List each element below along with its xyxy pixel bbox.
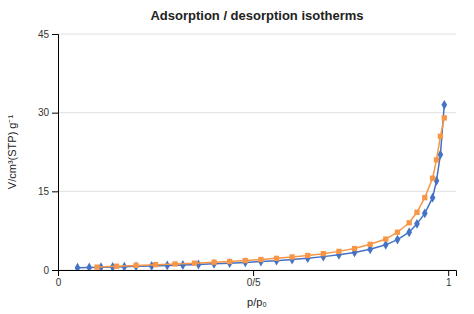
y-tick: 30 — [38, 107, 58, 118]
y-tick-label: 15 — [38, 186, 50, 197]
y-axis-line — [52, 35, 59, 271]
point — [114, 264, 119, 269]
point — [75, 263, 81, 270]
x-tick: 0 — [56, 270, 62, 288]
point — [172, 261, 177, 266]
series-markers — [75, 100, 447, 270]
x-tick-label: 0 — [56, 277, 62, 288]
point — [434, 157, 439, 162]
x-tick: 1 — [446, 270, 452, 288]
x-axis: 0 0/5 1 — [56, 270, 457, 288]
series-line — [97, 118, 444, 267]
point — [441, 100, 447, 110]
y-tick: 45 — [38, 29, 58, 40]
title: Adsorption / desorption isotherms — [150, 8, 363, 23]
x-axis-title: p/p₀ — [247, 296, 267, 308]
point — [383, 236, 388, 241]
chart: 0 0/5 1 0 15 30 45 Adsorption / desorption isot… — [0, 0, 474, 314]
series-markers — [94, 115, 447, 269]
point — [336, 249, 341, 254]
point — [274, 256, 279, 261]
point — [289, 255, 295, 265]
point — [164, 261, 170, 270]
grid-line — [58, 34, 456, 35]
point — [289, 254, 294, 259]
point — [258, 257, 263, 262]
point — [94, 264, 99, 269]
point — [86, 263, 92, 270]
point — [305, 253, 311, 263]
point — [395, 230, 400, 235]
point — [192, 261, 197, 266]
x-tick: 0/5 — [247, 270, 261, 288]
point — [368, 242, 373, 247]
y-tick: 15 — [38, 186, 58, 197]
y-tick-mark — [52, 191, 58, 192]
x-tick-label: 1 — [446, 277, 452, 288]
series-line — [78, 105, 445, 268]
point — [422, 195, 427, 200]
y-tick-mark — [52, 270, 58, 271]
y-tick-label: 0 — [43, 265, 49, 276]
y-tick-label: 45 — [38, 29, 50, 40]
y-axis: 0 15 30 45 — [38, 29, 59, 276]
point — [422, 208, 428, 218]
y-tick-label: 30 — [38, 107, 50, 118]
y-tick-mark — [52, 113, 58, 114]
point — [133, 263, 138, 268]
point — [430, 193, 436, 203]
point — [352, 246, 357, 251]
plot-area: 0 0/5 1 0 15 30 45 — [38, 29, 457, 288]
y-tick-mark — [52, 34, 58, 35]
x-axis-line — [59, 271, 457, 277]
point — [442, 115, 447, 120]
grid-line — [58, 112, 456, 113]
y-axis-title: V/cm³(STP) g⁻¹ — [6, 115, 18, 190]
point — [133, 261, 139, 270]
point — [430, 176, 435, 181]
point — [242, 257, 248, 267]
point — [407, 220, 412, 225]
point — [211, 259, 217, 269]
grid — [58, 34, 456, 270]
point — [395, 235, 401, 245]
point — [227, 259, 232, 264]
point — [438, 134, 443, 139]
point — [258, 257, 264, 267]
x-tick-label: 0/5 — [247, 277, 261, 288]
point — [321, 251, 326, 256]
point — [414, 210, 419, 215]
point — [320, 252, 326, 262]
point — [414, 219, 420, 229]
point — [274, 256, 280, 266]
point — [227, 258, 233, 268]
point — [211, 260, 216, 265]
point — [243, 258, 248, 263]
point — [153, 262, 158, 267]
point — [180, 260, 186, 270]
point — [305, 253, 310, 258]
x-tick-mark — [448, 270, 449, 276]
grid-line — [58, 191, 456, 192]
point — [406, 227, 412, 237]
marks — [75, 100, 447, 270]
y-tick: 0 — [43, 265, 58, 276]
x-tick-mark — [253, 270, 254, 276]
